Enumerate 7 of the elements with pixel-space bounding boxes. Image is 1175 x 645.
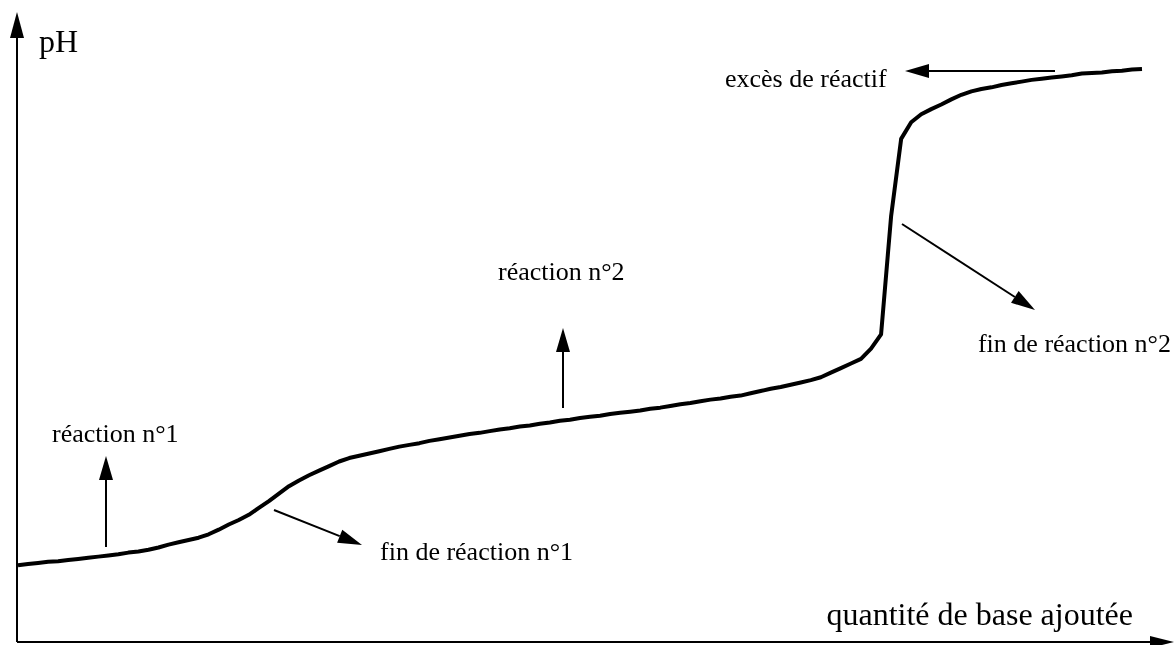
y-axis-title: pH <box>39 23 79 59</box>
x-axis-title: quantité de base ajoutée <box>826 596 1133 632</box>
annotation: réaction n°1 <box>52 419 179 448</box>
annotation: excès de réactif <box>725 64 887 93</box>
annotation: réaction n°2 <box>498 257 625 286</box>
annotation: fin de réaction n°1 <box>380 537 574 566</box>
annotation: fin de réaction n°2 <box>977 329 1171 358</box>
